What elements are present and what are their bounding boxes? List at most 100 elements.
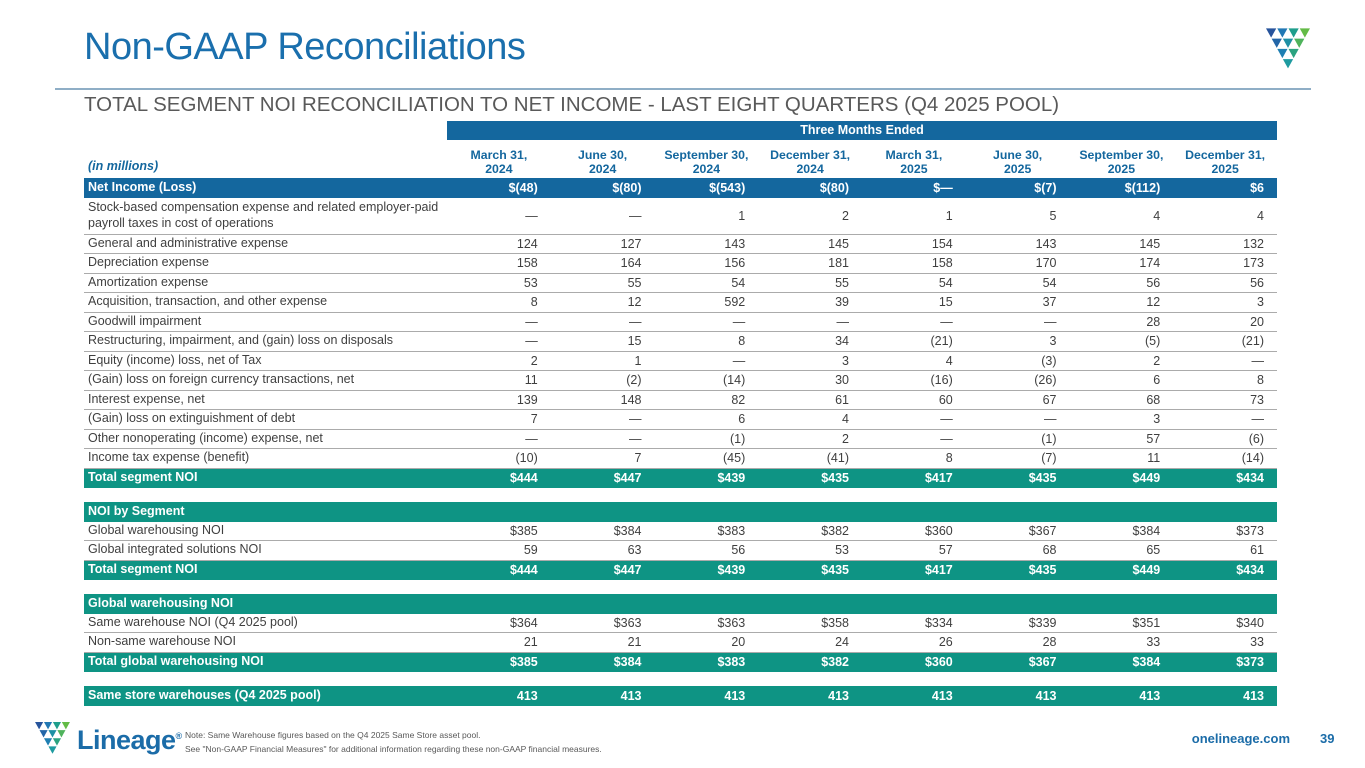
cell-value: 8 [1257,373,1264,388]
cell-value: 55 [835,275,849,290]
cell-value: 413 [1139,688,1161,703]
cell-value: — [940,314,953,329]
cell-value: $383 [717,655,746,670]
cell-value: $435 [1028,471,1057,486]
table-row: Depreciation expense 158 164 156 181 158 170 17… [84,254,1277,274]
cell-value: — [629,208,642,223]
row-label: Total segment NOI [88,470,198,485]
cell-value: 56 [1146,275,1161,290]
cell-value: 592 [724,295,746,310]
cell-value: $363 [613,615,642,630]
cell-value: 15 [938,295,953,310]
table-row: Interest expense, net 139 148 82 61 60 67 68 73 [84,391,1277,410]
row-label: Same store warehouses (Q4 2025 pool) [88,687,321,702]
cell-value: 4 [1257,208,1264,223]
cell-value: $340 [1236,615,1264,630]
cell-value: 181 [828,256,849,271]
cell-value: 53 [523,275,538,290]
cell-value: 139 [516,392,538,407]
row-label: Acquisition, transaction, and other expe… [88,294,328,309]
cell-value: $417 [924,471,953,486]
cell-value: 413 [620,688,642,703]
cell-value: $435 [1028,563,1057,578]
cell-value: $334 [924,615,953,630]
table-row: NOI by Segment [84,502,1277,522]
cell-value: $435 [821,471,849,486]
cell-value: — [629,314,642,329]
cell-value: 413 [724,688,746,703]
row-label: (Gain) loss on extinguishment of debt [88,411,296,426]
cell-value: (26) [1034,373,1057,388]
cell-value: 12 [627,295,642,310]
cell-value: $439 [717,471,746,486]
cell-value: 61 [835,392,849,407]
cell-value: 148 [620,392,642,407]
cell-value: $(112) [1124,180,1161,195]
cell-value: (5) [1144,334,1161,349]
cell-value: $339 [1028,615,1057,630]
footnote-line: See "Non-GAAP Financial Measures" for ad… [185,743,602,754]
cell-value: 6 [738,412,746,427]
cell-value: 60 [938,392,953,407]
span-header: Three Months Ended [447,121,1277,140]
table-row: Non-same warehouse NOI 21 21 20 24 26 28 33 33 [84,633,1277,653]
row-label: Net Income (Loss) [88,179,197,194]
cell-value: 145 [1139,236,1161,251]
cell-value: (45) [723,451,746,466]
title-divider [55,88,1311,90]
cell-value: 57 [1146,431,1161,446]
table-row: Stock-based compensation expense and rel… [84,198,1277,235]
cell-value: 143 [724,236,746,251]
cell-value: $385 [509,523,538,538]
cell-value: 413 [931,688,953,703]
cell-value: — [940,431,953,446]
page-number: 39 [1320,731,1335,746]
cell-value: 57 [938,543,953,558]
row-label: Depreciation expense [88,255,209,270]
row-label: Same warehouse NOI (Q4 2025 pool) [88,614,298,629]
row-label: Total global warehousing NOI [88,654,264,669]
cell-value: $417 [924,563,953,578]
row-label: NOI by Segment [88,503,185,518]
table-row: Total segment NOI $444 $447 $439 $435 $417 $43… [84,468,1277,488]
cell-value: $358 [821,615,849,630]
table-row: Same store warehouses (Q4 2025 pool) 413 4… [84,686,1277,706]
row-label: (Gain) loss on foreign currency transact… [88,372,355,387]
table-row: (Gain) loss on foreign currency transact… [84,371,1277,391]
cell-value: $449 [1132,563,1161,578]
table-row: Global warehousing NOI $385 $384 $383 $382 $3… [84,522,1277,541]
cell-value: $384 [1132,655,1161,670]
units-label: (in millions) [88,159,159,174]
cell-value: 413 [1035,688,1057,703]
cell-value: 21 [523,635,538,650]
row-label: Non-same warehouse NOI [88,634,236,649]
row-label: Restructuring, impairment, and (gain) lo… [88,333,393,348]
cell-value: 7 [530,412,538,427]
cell-value: 67 [1042,392,1057,407]
cell-value: 4 [1153,208,1161,223]
cell-value: 3 [1153,412,1161,427]
footer-brand: Lineage® [35,722,182,759]
span-header-row: Three Months Ended [84,121,1277,140]
cell-value: (14) [1241,451,1264,466]
table-row: Income tax expense (benefit) (10) 7 (45) (41… [84,449,1277,469]
cell-value: $444 [509,471,538,486]
row-label: Total segment NOI [88,562,198,577]
section-gap [84,580,1277,594]
cell-value: $434 [1236,563,1264,578]
cell-value: 54 [1042,275,1057,290]
cell-value: 5 [1049,208,1057,223]
page-title: Non-GAAP Reconciliations [84,26,526,68]
cell-value: 4 [842,412,849,427]
table-row: (Gain) loss on extinguishment of debt 7 — 6… [84,410,1277,430]
cell-value: 164 [620,256,642,271]
cell-value: $382 [821,523,849,538]
column-header: September 30, 2024 [664,147,749,176]
table-row: General and administrative expense 124 127… [84,235,1277,254]
table-row: Total global warehousing NOI $385 $384 $383… [84,652,1277,672]
row-label: Stock-based compensation expense and rel… [88,199,439,230]
cell-value: 68 [1042,543,1057,558]
cell-value: 145 [828,236,849,251]
website-link[interactable]: onelineage.com [1191,731,1290,746]
cell-value: 7 [634,451,642,466]
